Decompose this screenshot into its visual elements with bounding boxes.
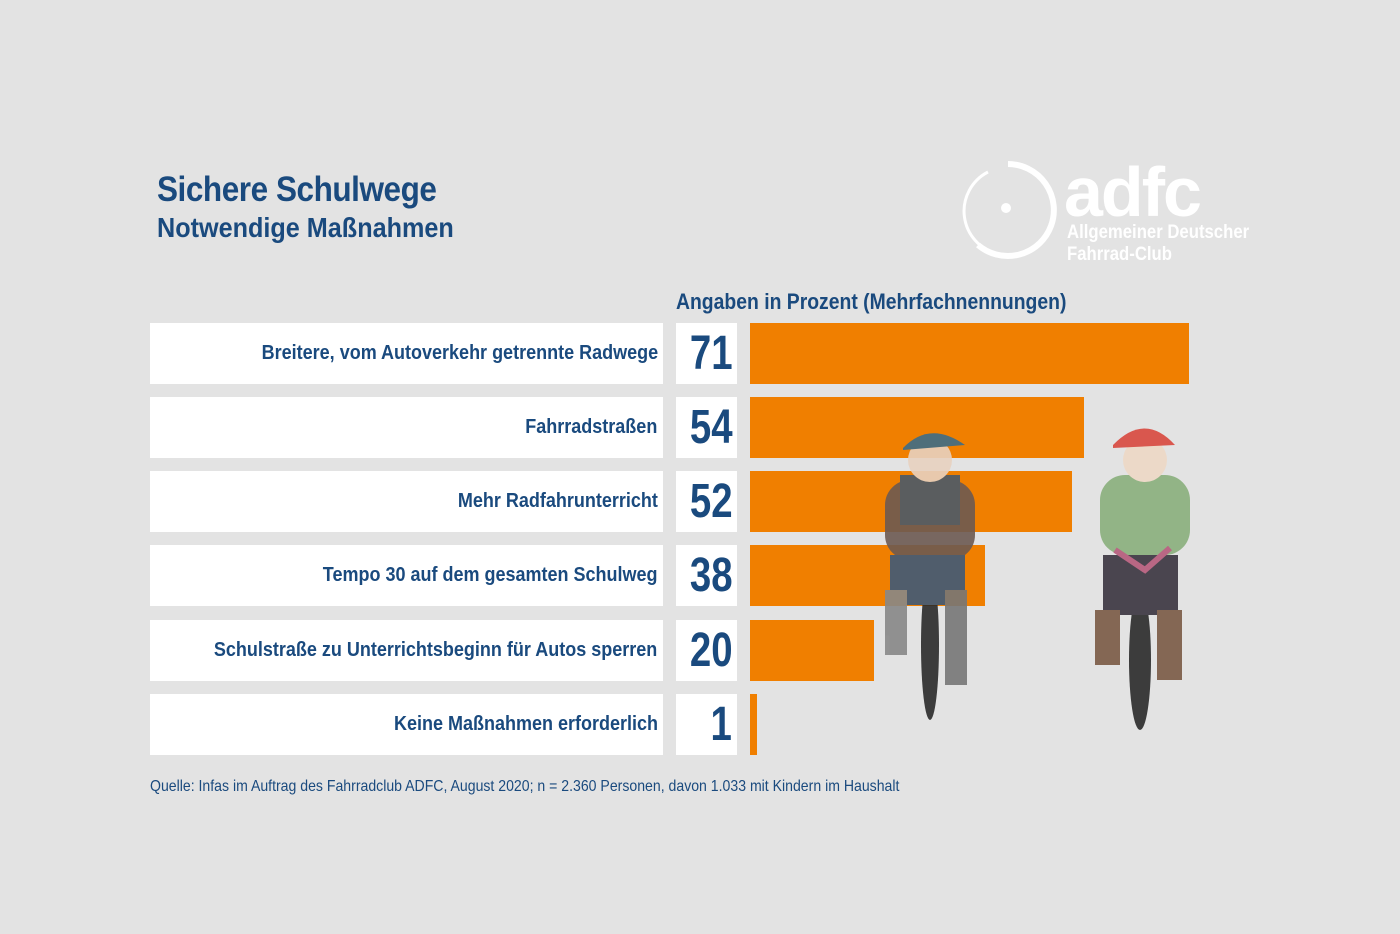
chart-title: Sichere Schulwege: [157, 170, 437, 209]
value-label: 1: [710, 698, 733, 751]
logo-word: adfc: [1064, 153, 1202, 231]
category-label-box: Keine Maßnahmen erforderlich: [150, 694, 663, 755]
bar-row: Schulstraße zu Unterrichtsbeginn für Aut…: [150, 620, 1250, 681]
category-label-box: Mehr Radfahrunterricht: [150, 471, 663, 532]
logo-line-1: Allgemeiner Deutscher: [1067, 222, 1250, 243]
wheel-logo-icon: [962, 161, 1057, 259]
value-label-box: 52: [676, 471, 737, 532]
chart-subtitle: Notwendige Maßnahmen: [157, 212, 454, 243]
value-label: 54: [689, 401, 733, 454]
category-label: Fahrradstraßen: [525, 416, 658, 438]
bar-row: Breitere, vom Autoverkehr getrennte Radw…: [150, 323, 1250, 384]
bar: [750, 323, 1189, 384]
bar: [750, 694, 757, 755]
value-label: 38: [689, 549, 733, 602]
value-label: 20: [689, 624, 733, 677]
value-label-box: 1: [676, 694, 737, 755]
unit-label: Angaben in Prozent (Mehrfachnennungen): [676, 289, 1067, 314]
value-label-box: 71: [676, 323, 737, 384]
value-label-box: 38: [676, 545, 737, 606]
category-label-box: Schulstraße zu Unterrichtsbeginn für Aut…: [150, 620, 663, 681]
category-label: Keine Maßnahmen erforderlich: [393, 713, 658, 735]
category-label: Mehr Radfahrunterricht: [457, 490, 658, 512]
bar-row: Keine Maßnahmen erforderlich 1: [150, 694, 1250, 755]
adfc-logo: adfc Allgemeiner Deutscher Fahrrad-Club: [958, 153, 1258, 270]
value-label-box: 20: [676, 620, 737, 681]
bar-row: Tempo 30 auf dem gesamten Schulweg 38: [150, 545, 1250, 606]
category-label-box: Tempo 30 auf dem gesamten Schulweg: [150, 545, 663, 606]
value-label: 52: [689, 475, 733, 528]
category-label-box: Fahrradstraßen: [150, 397, 663, 458]
cyclists-illustration: [885, 428, 1190, 730]
value-label-box: 54: [676, 397, 737, 458]
source-note: Quelle: Infas im Auftrag des Fahrradclub…: [150, 778, 900, 795]
value-label: 71: [689, 327, 733, 380]
category-label: Schulstraße zu Unterrichtsbeginn für Aut…: [214, 639, 658, 661]
bar: [750, 620, 874, 681]
category-label: Tempo 30 auf dem gesamten Schulweg: [322, 564, 658, 586]
category-label-box: Breitere, vom Autoverkehr getrennte Radw…: [150, 323, 663, 384]
category-label: Breitere, vom Autoverkehr getrennte Radw…: [261, 342, 658, 364]
logo-line-2: Fahrrad-Club: [1067, 244, 1172, 265]
